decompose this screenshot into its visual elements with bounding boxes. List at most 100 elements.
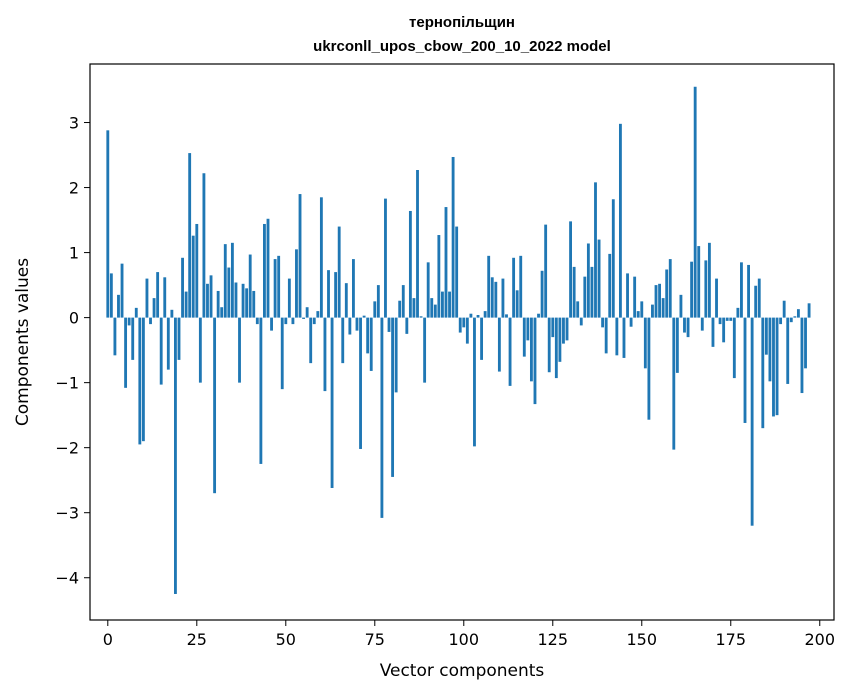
bar: [109, 273, 113, 318]
bar: [391, 317, 395, 477]
bar: [181, 257, 184, 318]
bar: [480, 317, 484, 360]
bar: [640, 301, 644, 318]
bar: [761, 317, 765, 429]
bar: [437, 235, 441, 318]
bar: [255, 317, 259, 325]
bar: [547, 317, 551, 373]
bar: [412, 298, 416, 318]
bar: [280, 317, 284, 390]
bar: [465, 317, 469, 344]
bar: [273, 259, 277, 318]
bar: [462, 317, 466, 328]
bar: [394, 317, 398, 393]
bar: [668, 259, 672, 318]
bar: [113, 317, 117, 356]
bar: [277, 255, 281, 318]
bar: [245, 288, 249, 318]
bar: [729, 317, 733, 321]
bar: [754, 285, 758, 318]
bar: [362, 315, 366, 318]
bar: [522, 317, 526, 357]
x-tick-label: 100: [449, 630, 480, 649]
bar: [423, 317, 427, 383]
bar: [750, 317, 754, 526]
bar: [166, 317, 170, 370]
bar: [651, 304, 654, 318]
x-axis-label: Vector components: [380, 661, 545, 681]
bar: [369, 317, 373, 371]
bar: [334, 272, 338, 318]
bar: [216, 290, 220, 318]
bar: [305, 307, 309, 318]
bar: [344, 283, 348, 318]
bar: [608, 253, 612, 318]
bar: [209, 275, 213, 318]
bar: [106, 130, 110, 318]
bar: [519, 255, 523, 318]
bar: [722, 317, 726, 343]
bar: [537, 313, 540, 318]
bar: [647, 317, 651, 420]
bar: [487, 255, 491, 318]
bar: [184, 291, 188, 318]
bar: [672, 317, 676, 450]
bar: [455, 226, 459, 318]
bar: [579, 317, 583, 326]
bar: [490, 277, 494, 318]
bar: [512, 257, 516, 318]
bar: [740, 262, 743, 318]
bar: [131, 317, 135, 360]
x-tick-label: 200: [804, 630, 835, 649]
y-tick-label: 1: [69, 244, 79, 263]
bar: [291, 317, 295, 325]
bar: [601, 317, 605, 328]
bar: [138, 317, 142, 445]
bar: [683, 317, 686, 333]
bar: [718, 317, 722, 325]
y-axis-ticks: −4 −3 −2 −1 0 1 2 3: [55, 114, 90, 588]
bar: [191, 235, 195, 318]
bar: [715, 278, 718, 318]
bar: [117, 294, 120, 318]
bar: [736, 307, 740, 318]
bar: [241, 283, 245, 318]
bar: [223, 244, 227, 318]
bar: [497, 317, 501, 372]
y-tick-label: 0: [69, 309, 79, 328]
bar: [270, 317, 273, 331]
bar: [238, 317, 241, 383]
bar: [611, 199, 615, 318]
bar: [772, 317, 775, 417]
bar: [494, 281, 498, 318]
bar: [348, 317, 352, 335]
bar: [248, 254, 252, 318]
bar: [618, 123, 622, 318]
bar: [597, 239, 601, 318]
bar: [376, 285, 380, 318]
bar: [786, 317, 790, 384]
bar: [704, 260, 708, 318]
bar: [387, 317, 391, 332]
bar: [796, 309, 800, 318]
bar: [725, 317, 729, 321]
bar: [558, 317, 562, 362]
bar: [177, 317, 181, 360]
x-tick-label: 175: [715, 630, 746, 649]
bar: [807, 303, 811, 318]
bar: [622, 317, 626, 358]
bar: [359, 317, 362, 449]
bar: [626, 273, 629, 318]
bar: [198, 317, 202, 383]
bar: [263, 223, 266, 318]
x-tick-label: 75: [365, 630, 385, 649]
bar: [583, 276, 587, 318]
bar: [629, 317, 633, 327]
bar: [661, 298, 665, 318]
bar: [213, 317, 217, 494]
bar: [156, 272, 160, 318]
y-tick-label: −1: [55, 374, 79, 393]
bar: [686, 317, 690, 338]
bar: [206, 283, 209, 318]
bar: [697, 246, 701, 318]
